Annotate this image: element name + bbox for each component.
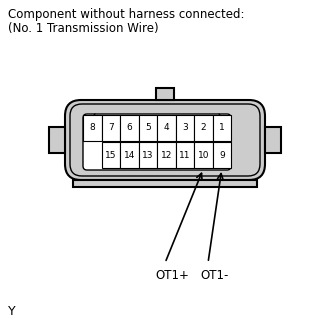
FancyBboxPatch shape	[83, 114, 231, 170]
Bar	[213, 142, 231, 168]
Bar	[49, 127, 65, 153]
Text: 8: 8	[89, 123, 95, 133]
Text: 7: 7	[108, 123, 114, 133]
Bar	[120, 115, 139, 141]
Text: OT1-: OT1-	[200, 269, 228, 282]
Text: 1: 1	[219, 123, 225, 133]
Bar	[73, 180, 257, 187]
Bar	[194, 142, 213, 168]
FancyBboxPatch shape	[70, 104, 260, 176]
Bar	[102, 115, 120, 141]
Text: 6: 6	[126, 123, 132, 133]
Text: (No. 1 Transmission Wire): (No. 1 Transmission Wire)	[8, 22, 159, 35]
Bar	[265, 127, 281, 153]
FancyBboxPatch shape	[65, 100, 265, 180]
Text: 4: 4	[163, 123, 169, 133]
Bar	[157, 115, 176, 141]
Text: Component without harness connected:: Component without harness connected:	[8, 8, 245, 21]
Text: 10: 10	[197, 150, 209, 159]
Bar	[157, 142, 176, 168]
Text: Y: Y	[8, 305, 16, 318]
Bar	[194, 115, 213, 141]
Text: 2: 2	[200, 123, 206, 133]
Text: 12: 12	[161, 150, 172, 159]
Text: OT1+: OT1+	[155, 269, 189, 282]
Bar	[213, 115, 231, 141]
Bar	[102, 142, 120, 168]
Bar	[176, 115, 194, 141]
Text: 14: 14	[123, 150, 135, 159]
Bar	[139, 115, 157, 141]
Text: 13: 13	[142, 150, 153, 159]
Text: 3: 3	[182, 123, 188, 133]
Text: 15: 15	[105, 150, 116, 159]
Bar	[120, 142, 139, 168]
Text: 5: 5	[145, 123, 150, 133]
Text: 9: 9	[219, 150, 225, 159]
Text: 11: 11	[179, 150, 190, 159]
Bar	[156, 88, 174, 100]
Bar	[139, 142, 157, 168]
Bar	[83, 115, 102, 141]
Bar	[176, 142, 194, 168]
